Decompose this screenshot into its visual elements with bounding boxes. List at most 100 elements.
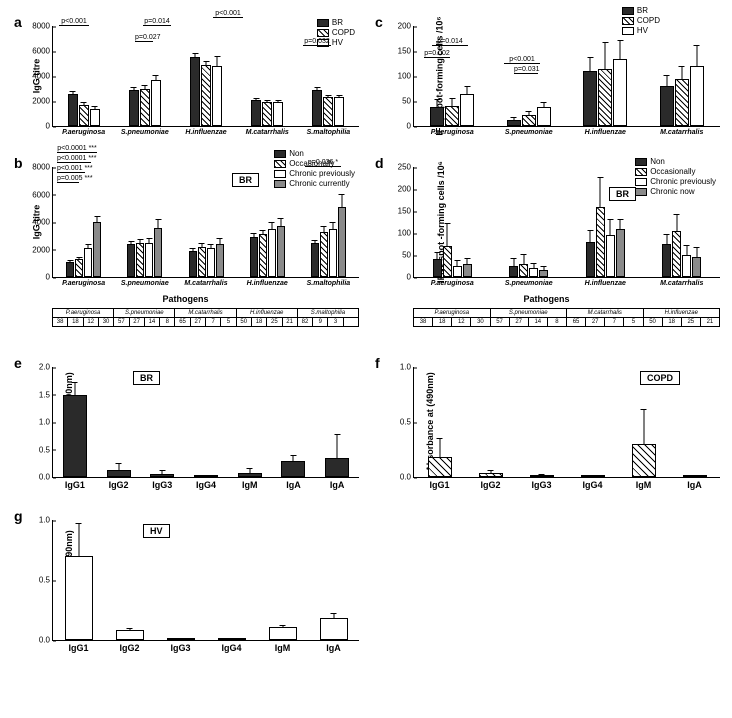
count-head: H.influenzae	[237, 309, 297, 318]
x-category: IgG2	[97, 480, 141, 490]
figure-grid: a BRCOPDHV IgG titre 02000400060008000 p…	[12, 12, 720, 659]
count-cell: 38	[53, 318, 68, 326]
bar	[63, 395, 87, 478]
legend-swatch	[622, 17, 634, 25]
bar-group	[298, 90, 359, 126]
bar	[522, 115, 536, 126]
bar	[259, 234, 267, 277]
bar	[323, 97, 333, 126]
bar	[268, 229, 276, 277]
bar	[84, 248, 92, 277]
legend-swatch	[274, 150, 286, 158]
bar-group	[567, 59, 644, 127]
bar-group	[315, 458, 359, 477]
bar	[68, 94, 78, 127]
count-table: P.aeruginosa38181230S.pneumoniae5727148M…	[52, 308, 359, 327]
count-cell: 27	[130, 318, 145, 326]
x-category: IgG4	[206, 643, 257, 653]
count-cell: 65	[175, 318, 190, 326]
bar-group	[175, 244, 236, 277]
bar	[136, 243, 144, 277]
bar	[79, 105, 89, 126]
legend-item: BR	[622, 6, 660, 15]
bar-group	[237, 226, 298, 277]
x-axis-title: Pathogens	[373, 294, 720, 304]
chart-area: IFNγ spot-forming cells /10⁶ 05010015020…	[413, 26, 720, 127]
bar	[190, 57, 200, 126]
x-category: H.influenzae	[237, 280, 298, 287]
x-category: IgM	[228, 480, 272, 490]
bar	[325, 458, 349, 477]
x-category: IgM	[618, 480, 669, 490]
count-cell: 50	[237, 318, 252, 326]
bar	[216, 244, 224, 277]
bar	[539, 270, 548, 277]
legend-item: Non	[274, 149, 355, 158]
panel-label: c	[375, 14, 383, 30]
bar	[529, 268, 538, 277]
count-head: P.aeruginosa	[53, 309, 113, 318]
bar	[338, 207, 346, 277]
count-cell: 30	[99, 318, 113, 326]
bar	[460, 94, 474, 127]
count-head: S.pneumoniae	[114, 309, 174, 318]
bar	[692, 257, 701, 277]
panel-e: e BR Absorbance at (490nm) 0.00.51.01.52…	[12, 353, 359, 496]
x-category: IgA	[308, 643, 359, 653]
count-cell: 65	[567, 318, 586, 326]
count-head: S.maltophilia	[298, 309, 358, 318]
bar	[250, 237, 258, 277]
bar	[596, 207, 605, 277]
bar	[145, 243, 153, 277]
x-category: IgG1	[53, 643, 104, 653]
bar-group	[53, 94, 114, 127]
count-cell: 12	[84, 318, 99, 326]
bar-group	[237, 100, 298, 126]
x-category: IgG1	[414, 480, 465, 490]
bar	[154, 228, 162, 278]
legend-label: Non	[289, 149, 304, 158]
count-cell: 3	[328, 318, 343, 326]
bar	[329, 229, 337, 277]
chart-area: BR Absorbance at (490nm) 0.00.51.01.52.0…	[52, 367, 359, 478]
count-group: H.influenzae50182521	[237, 309, 298, 326]
bar	[251, 100, 261, 126]
count-group: S.pneumoniae5727148	[114, 309, 175, 326]
significance-marker: p<0.0001 ***	[57, 155, 91, 163]
count-cell: 5	[221, 318, 235, 326]
bar	[632, 444, 656, 477]
count-group: P.aeruginosa38181230	[53, 309, 114, 326]
count-cell: 27	[510, 318, 529, 326]
bar	[116, 630, 144, 640]
count-group: S.pneumoniae5727148	[491, 309, 568, 326]
x-category: IgA	[669, 480, 720, 490]
bar	[90, 109, 100, 127]
bar	[537, 107, 551, 126]
bar-group	[97, 470, 141, 477]
chart-area: COPD Absorbance at (490nm) 0.00.51.0 IgG…	[413, 367, 720, 478]
bar-group	[114, 228, 175, 278]
bar	[613, 59, 627, 127]
bar-group	[257, 627, 308, 640]
bar	[430, 107, 444, 126]
x-axis-title: Pathogens	[12, 294, 359, 304]
x-category: IgG4	[567, 480, 618, 490]
x-category: IgG4	[184, 480, 228, 490]
bar-group	[644, 231, 721, 277]
bar	[453, 266, 462, 277]
count-cell	[344, 318, 358, 326]
panel-label: a	[14, 14, 22, 30]
bar-group	[104, 630, 155, 640]
bar	[311, 243, 319, 277]
bar-group	[53, 222, 114, 277]
count-cell: 5	[624, 318, 642, 326]
chart-area: BR IFNγ spot -forming cells /10⁶ 0501001…	[413, 167, 720, 278]
bar	[443, 246, 452, 277]
bar	[320, 232, 328, 277]
bar-group	[567, 207, 644, 277]
bar	[66, 262, 74, 277]
bar	[690, 66, 704, 126]
count-cell: 18	[663, 318, 682, 326]
bar	[312, 90, 322, 126]
bar	[189, 251, 197, 277]
